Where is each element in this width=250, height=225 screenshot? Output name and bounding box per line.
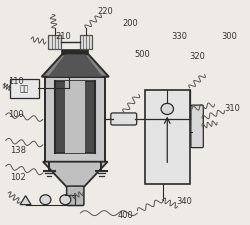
- Circle shape: [161, 103, 173, 115]
- Polygon shape: [42, 54, 109, 77]
- Text: 210: 210: [55, 32, 71, 41]
- Text: 电源: 电源: [20, 84, 29, 93]
- Circle shape: [40, 195, 51, 205]
- Circle shape: [60, 195, 71, 205]
- Text: 500: 500: [134, 50, 150, 59]
- FancyBboxPatch shape: [145, 90, 190, 184]
- FancyBboxPatch shape: [191, 105, 203, 148]
- Text: 320: 320: [189, 52, 205, 61]
- Text: 100: 100: [8, 110, 24, 119]
- FancyBboxPatch shape: [46, 77, 105, 162]
- FancyBboxPatch shape: [65, 81, 85, 153]
- Text: 330: 330: [172, 32, 188, 41]
- Text: 220: 220: [97, 7, 113, 16]
- Polygon shape: [48, 54, 103, 77]
- Text: 200: 200: [122, 18, 138, 27]
- Text: 110: 110: [8, 77, 24, 86]
- Text: 138: 138: [10, 146, 26, 155]
- FancyBboxPatch shape: [111, 113, 137, 125]
- Polygon shape: [20, 196, 31, 205]
- Text: 102: 102: [10, 173, 26, 182]
- FancyBboxPatch shape: [48, 35, 61, 49]
- Text: 400: 400: [117, 211, 133, 220]
- FancyBboxPatch shape: [10, 79, 39, 98]
- FancyBboxPatch shape: [56, 81, 95, 153]
- FancyBboxPatch shape: [62, 50, 88, 54]
- Text: 340: 340: [177, 198, 192, 207]
- Polygon shape: [43, 162, 108, 189]
- FancyBboxPatch shape: [67, 186, 84, 205]
- Text: 310: 310: [224, 104, 240, 112]
- Text: 300: 300: [222, 32, 237, 41]
- FancyBboxPatch shape: [80, 35, 92, 49]
